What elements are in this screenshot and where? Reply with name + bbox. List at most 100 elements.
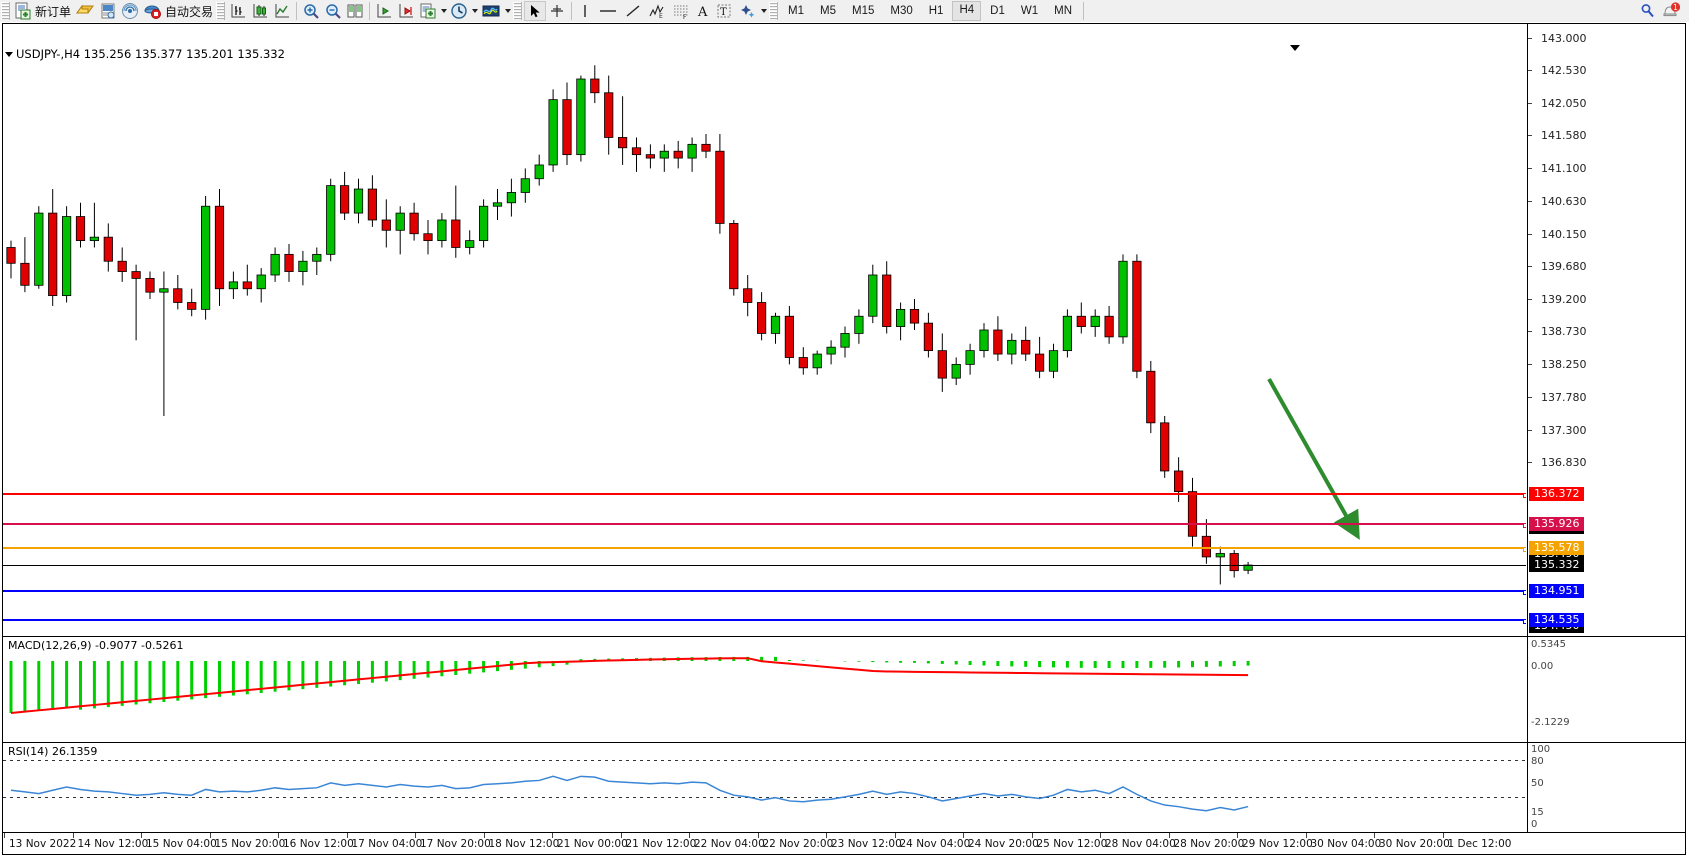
- search-icon[interactable]: [1637, 1, 1659, 21]
- macd-series: [9, 656, 1250, 714]
- target-line-1[interactable]: [3, 590, 1526, 596]
- rsi-tick-50: 50: [1531, 778, 1544, 789]
- trend-line-icon[interactable]: [621, 1, 645, 21]
- bar-chart-icon[interactable]: [227, 1, 249, 21]
- fibonacci-icon[interactable]: F: [669, 1, 693, 21]
- rsi-plot-area[interactable]: [3, 743, 1526, 832]
- zoom-out-icon[interactable]: [322, 1, 344, 21]
- price-tick: 138.250: [1528, 358, 1686, 371]
- resistance-line-tag[interactable]: 136.372: [1529, 486, 1584, 501]
- price-tick: 142.050: [1528, 97, 1686, 110]
- chart-window[interactable]: USDJPY-,H4 135.256 135.377 135.201 135.3…: [0, 22, 1689, 858]
- price-tick: 137.780: [1528, 391, 1686, 404]
- chart-menu-caret-icon[interactable]: [5, 52, 13, 57]
- rsi-tick-15: 15: [1531, 807, 1544, 818]
- svg-text:F: F: [683, 14, 687, 20]
- timeframe-h1[interactable]: H1: [928, 5, 944, 17]
- rsi-level-80: [3, 760, 1526, 761]
- horizontal-line-icon[interactable]: [595, 1, 621, 21]
- price-plot-area[interactable]: [3, 24, 1526, 636]
- auto-scroll-icon[interactable]: [395, 1, 417, 21]
- toolbar-grip-3[interactable]: [513, 2, 523, 20]
- svg-text:T: T: [720, 7, 727, 18]
- entry-line[interactable]: [3, 547, 1526, 553]
- price-tick: 139.680: [1528, 260, 1686, 273]
- bid-price-line[interactable]: [3, 564, 1526, 566]
- add-indicator-icon[interactable]: [417, 1, 439, 21]
- entry-line-tag[interactable]: 135.578: [1529, 541, 1584, 556]
- folder-icon[interactable]: [73, 1, 97, 21]
- period-dropdown-icon[interactable]: [470, 2, 479, 20]
- timeframe-d1[interactable]: D1: [990, 5, 1005, 17]
- timeframe-h4[interactable]: H4: [952, 1, 982, 21]
- target-line-2-tag[interactable]: 134.535: [1529, 612, 1584, 627]
- text-label-icon[interactable]: A: [693, 1, 713, 21]
- zoom-in-icon[interactable]: [300, 1, 322, 21]
- notifications-icon[interactable]: 1: [1659, 1, 1683, 21]
- toolbar-separator-1: [296, 2, 298, 20]
- templates-dropdown-icon[interactable]: [503, 2, 512, 20]
- objects-dropdown-icon[interactable]: [759, 2, 768, 20]
- toolbar-separator-2: [369, 2, 371, 20]
- chart-border: [2, 23, 1686, 855]
- price-tick: 141.100: [1528, 162, 1686, 175]
- price-scale[interactable]: 143.000 142.530 142.050 141.580 141.100 140.6…: [1527, 24, 1686, 636]
- macd-tick-max: 0.5345: [1531, 639, 1566, 650]
- rsi-pane[interactable]: RSI(14) 26.1359 100 80 50 15 0: [3, 742, 1686, 832]
- cursor-icon[interactable]: [524, 1, 547, 21]
- timeframe-m1[interactable]: M1: [788, 5, 805, 17]
- crosshair-icon[interactable]: [546, 1, 568, 21]
- rsi-tick-80: 80: [1531, 756, 1544, 767]
- svg-text:A: A: [697, 5, 708, 20]
- new-order-button[interactable]: 新订单: [12, 1, 73, 21]
- toolbar-separator-3: [571, 2, 573, 20]
- timeframe-w1[interactable]: W1: [1020, 5, 1039, 17]
- text-box-icon[interactable]: T: [713, 1, 735, 21]
- rsi-tick-0: 0: [1531, 819, 1538, 830]
- timeframe-m15[interactable]: M15: [852, 5, 875, 17]
- broadcast-icon[interactable]: [119, 1, 141, 21]
- chart-shift-marker-icon[interactable]: [1290, 45, 1300, 51]
- macd-pane[interactable]: MACD(12,26,9) -0.9077 -0.5261 0.5345 0.0…: [3, 636, 1686, 742]
- new-order-label: 新订单: [35, 4, 72, 19]
- notification-count: 1: [1673, 3, 1678, 12]
- timeframe-mn[interactable]: MN: [1054, 5, 1072, 17]
- price-tick: 136.830: [1528, 456, 1686, 469]
- stop-loss-line-tag[interactable]: 135.926: [1529, 517, 1584, 532]
- time-axis: 13 Nov 2022 14 Nov 12:00 15 Nov 04:00 15 No…: [3, 832, 1686, 855]
- chart-shift-icon[interactable]: [373, 1, 395, 21]
- line-chart-icon[interactable]: [271, 1, 293, 21]
- price-tick: 139.200: [1528, 293, 1686, 306]
- price-tick: 141.580: [1528, 129, 1686, 142]
- templates-icon[interactable]: [479, 1, 503, 21]
- target-line-2[interactable]: [3, 618, 1526, 624]
- macd-plot-area[interactable]: [3, 637, 1526, 742]
- candlestick-chart-icon[interactable]: [249, 1, 271, 21]
- period-icon[interactable]: [448, 1, 470, 21]
- objects-icon[interactable]: [735, 1, 759, 21]
- tile-windows-icon[interactable]: [344, 1, 366, 21]
- price-pane[interactable]: 143.000 142.530 142.050 141.580 141.100 140.6…: [3, 24, 1686, 636]
- rsi-tick-100: 100: [1531, 744, 1551, 755]
- macd-title: MACD(12,26,9) -0.9077 -0.5261: [8, 639, 184, 652]
- macd-scale: 0.5345 0.00 -2.1229: [1527, 637, 1686, 742]
- elliott-wave-icon[interactable]: E: [645, 1, 669, 21]
- macd-tick-min: -2.1229: [1531, 717, 1570, 728]
- target-line-1-tag[interactable]: 134.951: [1529, 584, 1584, 599]
- add-indicator-dropdown-icon[interactable]: [439, 2, 448, 20]
- toolbar-grip-2[interactable]: [216, 2, 226, 20]
- timeframe-m5[interactable]: M5: [820, 5, 836, 17]
- toolbar-grip-1[interactable]: [1, 2, 10, 20]
- toolbar-grip-4[interactable]: [769, 2, 779, 20]
- rsi-level-30: [3, 797, 1526, 798]
- bearish-arrow-annotation[interactable]: [3, 24, 1526, 636]
- bid-price-line-tag[interactable]: 135.332: [1529, 558, 1584, 573]
- book-icon[interactable]: [97, 1, 119, 21]
- stop-loss-line[interactable]: [3, 523, 1526, 529]
- timeframe-m30[interactable]: M30: [890, 5, 913, 17]
- resistance-line[interactable]: [3, 492, 1526, 498]
- autotrading-button[interactable]: 自动交易: [141, 1, 215, 21]
- rsi-title: RSI(14) 26.1359: [8, 745, 98, 758]
- vertical-line-icon[interactable]: [575, 1, 595, 21]
- price-tick: 137.300: [1528, 424, 1686, 437]
